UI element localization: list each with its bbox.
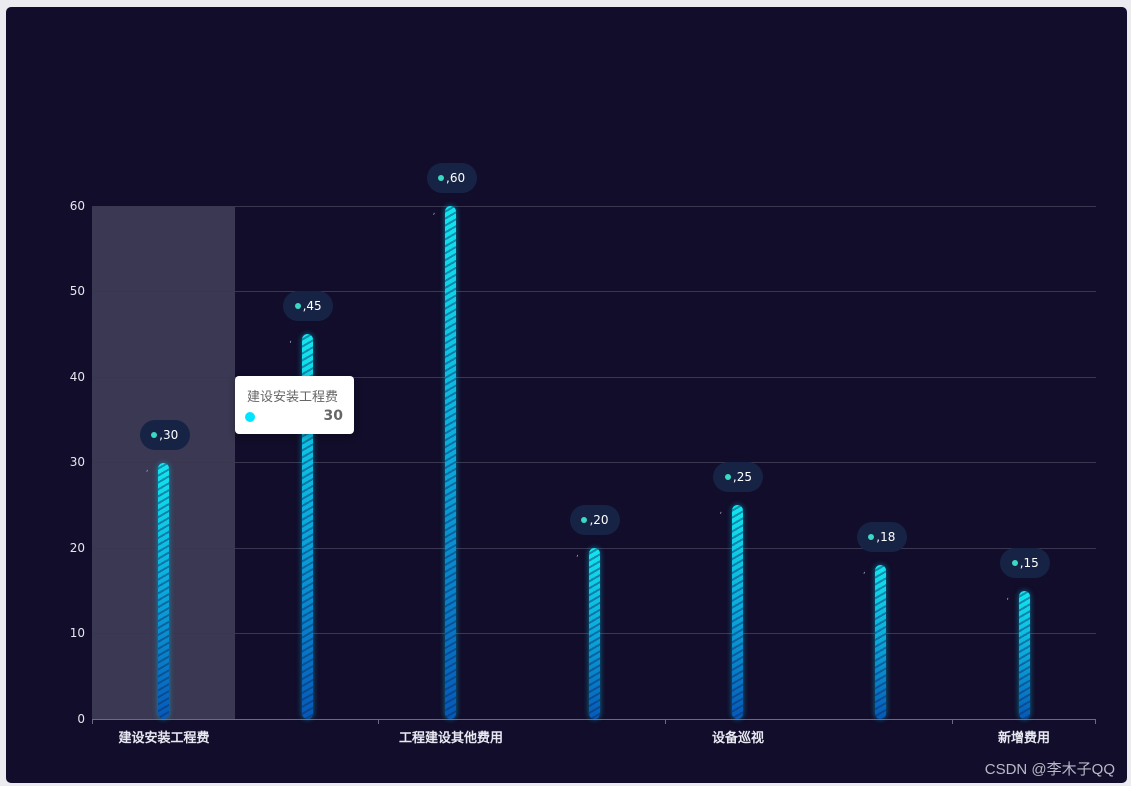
y-tick-label: 40 xyxy=(69,370,85,384)
y-tick-label: 10 xyxy=(69,626,85,640)
data-label-text: ,45 xyxy=(302,299,322,314)
label-dot-icon xyxy=(151,431,158,438)
bar[interactable] xyxy=(731,505,743,719)
x-tick-mark xyxy=(665,719,666,724)
label-dot-icon xyxy=(438,175,445,181)
y-tick-label: 20 xyxy=(69,541,85,555)
label-artifact: , xyxy=(576,549,579,559)
data-label-text: ,20 xyxy=(589,513,609,527)
x-tick-mark xyxy=(378,719,379,724)
data-label-text: ,30 xyxy=(159,427,179,442)
tooltip-title: 建设安装工程费 xyxy=(247,390,339,405)
data-label: ,60 xyxy=(426,163,477,193)
bar[interactable] xyxy=(445,206,457,719)
data-label-text: ,18 xyxy=(876,530,896,545)
data-label: ,25 xyxy=(713,462,764,493)
x-tick-label: 工程建设其他费用 xyxy=(398,731,503,746)
label-artifact: , xyxy=(1006,591,1010,602)
grid-line-40 xyxy=(92,377,1096,378)
label-dot-icon xyxy=(868,534,875,541)
label-artifact: , xyxy=(432,207,436,217)
x-tick-mark xyxy=(1095,719,1096,724)
label-dot-icon xyxy=(1011,559,1018,566)
x-tick-mark xyxy=(92,719,93,724)
bar[interactable] xyxy=(588,548,600,719)
label-artifact: , xyxy=(862,566,866,577)
data-label: ,18 xyxy=(856,522,907,553)
data-label-text: ,25 xyxy=(732,470,752,485)
bar[interactable] xyxy=(1018,590,1030,719)
bar[interactable] xyxy=(158,462,170,719)
series-marker-icon xyxy=(245,412,255,422)
grid-line-60 xyxy=(92,206,1096,207)
label-artifact: , xyxy=(719,506,723,517)
y-tick-label: 0 xyxy=(77,712,85,726)
bar[interactable] xyxy=(301,334,313,719)
x-tick-label: 设备巡视 xyxy=(711,731,764,746)
x-tick-label: 新增费用 xyxy=(997,731,1050,746)
y-tick-label: 30 xyxy=(69,455,85,469)
data-label-text: ,15 xyxy=(1019,555,1039,570)
data-label-text: ,60 xyxy=(446,171,466,185)
label-artifact: , xyxy=(145,463,149,474)
bar[interactable] xyxy=(875,565,887,719)
y-tick-label: 60 xyxy=(69,199,85,213)
data-label: ,30 xyxy=(139,419,190,450)
x-tick-label: 建设安装工程费 xyxy=(118,731,210,746)
data-label: ,45 xyxy=(283,291,334,322)
tooltip: 建设安装工程费 30 xyxy=(235,376,354,434)
label-dot-icon xyxy=(724,474,731,481)
grid-line-50 xyxy=(92,291,1096,292)
watermark: CSDN @李木子QQ xyxy=(984,761,1115,778)
label-dot-icon xyxy=(294,303,301,310)
x-axis-line xyxy=(92,719,1096,720)
grid-line-30 xyxy=(92,462,1096,463)
data-label: ,20 xyxy=(570,505,620,535)
x-tick-mark xyxy=(952,719,953,724)
label-artifact: , xyxy=(289,335,293,346)
label-dot-icon xyxy=(581,517,588,523)
tooltip-value: 30 xyxy=(323,408,343,424)
data-label: ,15 xyxy=(1000,547,1051,578)
y-tick-label: 50 xyxy=(69,284,85,298)
